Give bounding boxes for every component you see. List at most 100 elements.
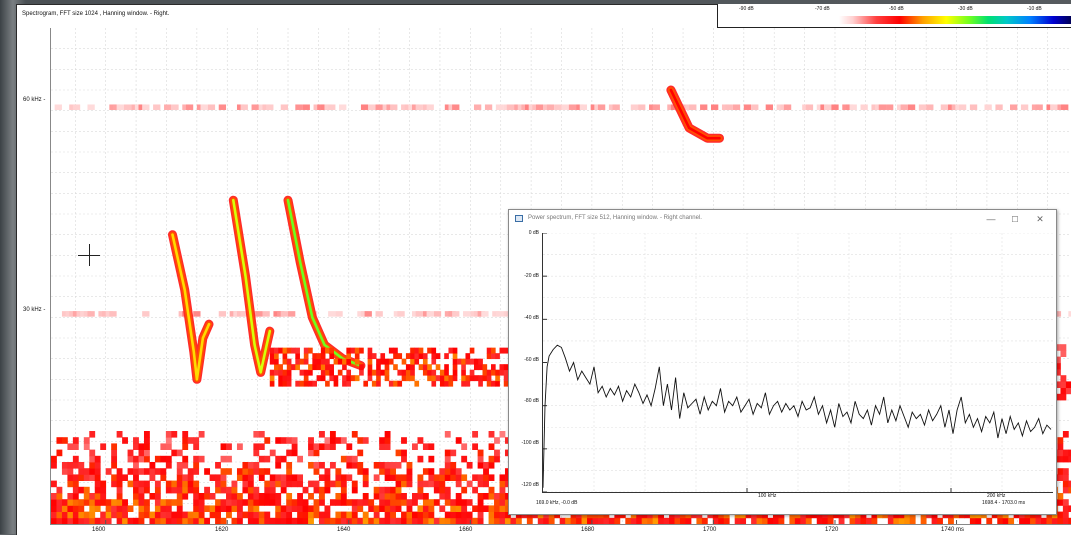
harmonic-band-cell (72, 104, 81, 110)
harmonic-band-cell (164, 104, 172, 110)
minimize-button[interactable]: — (986, 214, 996, 224)
noise-cell (379, 468, 386, 475)
noise-cell (422, 505, 429, 512)
harmonic-band-cell (87, 104, 95, 110)
harmonic-band-cell (732, 104, 741, 110)
noise-cell (149, 511, 156, 519)
noise-cell (51, 455, 57, 463)
noise-cell (297, 455, 304, 463)
noise-cell (165, 437, 172, 444)
color-scale-legend: -90 dB -70 dB -50 dB -30 dB -10 dB (717, 4, 1071, 28)
noise-cell (231, 499, 238, 506)
noise-cell (504, 437, 511, 444)
noise-cell (450, 462, 457, 469)
noise-cell (67, 480, 74, 488)
noise-cell (308, 480, 314, 488)
noise-cell (220, 499, 227, 506)
tail-cell (418, 364, 424, 371)
tail-cell (295, 364, 300, 371)
noise-cell (335, 480, 342, 488)
noise-cell (275, 493, 282, 500)
noise-cell (756, 517, 763, 525)
power-spectrum-titlebar[interactable]: Power spectrum, FFT size 512, Hanning wi… (509, 210, 1056, 229)
power-spectrum-window[interactable]: Power spectrum, FFT size 512, Hanning wi… (508, 209, 1057, 515)
noise-cell (171, 449, 178, 457)
noise-cell (78, 486, 85, 494)
harmonic-band-cell (1035, 104, 1043, 110)
noise-cell (499, 474, 506, 481)
noise-cell (357, 462, 364, 469)
noise-cell (433, 474, 440, 481)
noise-cell (176, 499, 183, 506)
noise-cell (1060, 350, 1067, 357)
noise-cell (247, 493, 254, 500)
ps-x-tick-100khz: 100 kHz (758, 493, 777, 499)
tail-cell (448, 380, 454, 387)
noise-cell (319, 493, 325, 500)
noise-cell (269, 517, 276, 525)
harmonic-band-cell (630, 104, 639, 110)
harmonic-band-cell (969, 104, 978, 110)
noise-cell (975, 517, 982, 525)
noise-cell (182, 437, 189, 444)
tail-cell (491, 380, 496, 387)
noise-cell (794, 517, 801, 525)
noise-cell (444, 468, 451, 475)
harmonic-band-cell (860, 104, 868, 110)
noise-cell (384, 462, 391, 469)
noise-cell (236, 511, 243, 519)
noise-cell (143, 449, 150, 457)
noise-cell (428, 499, 435, 506)
noise-cell (138, 499, 145, 506)
noise-cell (160, 468, 167, 475)
tail-cell (303, 347, 309, 354)
noise-cell (417, 517, 424, 525)
noise-cell (149, 474, 156, 481)
tail-cell (414, 353, 420, 360)
harmonic-band-cell (652, 104, 660, 110)
maximize-button[interactable]: ☐ (1011, 215, 1019, 224)
harmonic-band-cell (1053, 311, 1062, 317)
tail-cell (376, 380, 381, 387)
noise-cell (133, 499, 139, 506)
noise-cell (143, 455, 150, 463)
harmonic-band-cell (743, 104, 752, 110)
tail-cell (410, 353, 415, 360)
noise-cell (176, 468, 183, 475)
noise-cell (379, 486, 386, 494)
noise-cell (1057, 517, 1064, 525)
noise-cell (193, 511, 200, 519)
power-spectrum-plot[interactable] (542, 232, 1053, 493)
noise-cell (1060, 344, 1067, 351)
tail-cell (448, 375, 454, 382)
tail-cell (435, 375, 441, 382)
harmonic-band-cell (200, 104, 208, 110)
noise-cell (165, 486, 172, 494)
noise-cell (291, 474, 298, 481)
noise-cell (1046, 517, 1053, 525)
tail-cell (384, 375, 390, 382)
tail-cell (461, 358, 466, 365)
noise-cell (226, 455, 232, 463)
noise-cell (504, 499, 511, 506)
noise-cell (466, 480, 473, 488)
noise-cell (133, 474, 139, 481)
noise-cell (215, 511, 221, 519)
noise-cell (176, 517, 183, 525)
noise-cell (56, 449, 63, 457)
noise-cell (461, 474, 468, 481)
noise-cell (258, 431, 265, 438)
noise-cell (94, 462, 101, 469)
tail-cell (303, 369, 309, 376)
close-button[interactable]: ✕ (1036, 214, 1044, 224)
tail-cell (316, 364, 322, 371)
harmonic-band-cell (266, 104, 274, 110)
tail-cell (286, 347, 292, 354)
noise-cell (477, 462, 484, 469)
noise-cell (1060, 375, 1067, 382)
noise-cell (209, 474, 216, 481)
noise-cell (504, 505, 511, 512)
tail-cell (465, 380, 471, 387)
harmonic-band-cell (426, 104, 434, 110)
noise-cell (920, 517, 927, 525)
